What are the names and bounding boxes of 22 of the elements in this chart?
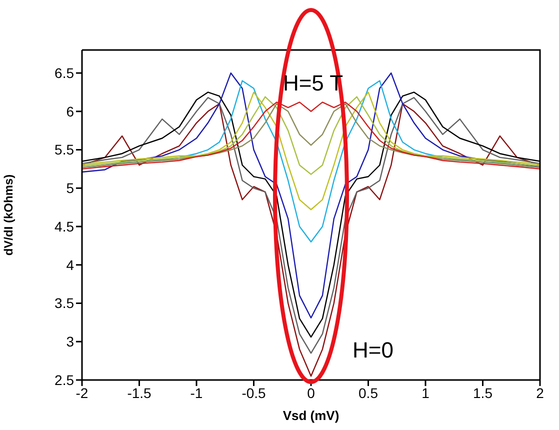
- x-tick-label: 2: [536, 384, 544, 401]
- y-tick-label: 5: [66, 180, 74, 196]
- x-tick-label: 0: [307, 384, 316, 401]
- y-tick-label: 6.5: [54, 64, 74, 81]
- x-tick-label: -2: [76, 384, 88, 401]
- y-tick-label: 3: [66, 334, 74, 350]
- x-tick-label: -0.5: [242, 384, 266, 401]
- y-tick-label: 2.5: [54, 372, 74, 388]
- x-tick-label: -1: [190, 384, 203, 401]
- x-tick-label: -1.5: [127, 384, 152, 401]
- y-tick-label: 5.5: [54, 142, 74, 158]
- x-tick-label: 1.5: [473, 384, 493, 401]
- y-tick-label: 3.5: [54, 295, 74, 312]
- x-tick-label: 0.5: [358, 384, 378, 401]
- x-tick-label: 1: [422, 384, 430, 401]
- y-tick-label: 4.5: [54, 218, 74, 234]
- line-series: [82, 92, 540, 210]
- x-axis-title: Vsd (mV): [282, 408, 340, 423]
- y-tick-label: 6: [66, 103, 74, 120]
- annotation: H=0: [352, 338, 394, 362]
- y-tick-label: 4: [66, 256, 74, 273]
- y-axis-title: dV/dI (kOhms): [1, 174, 16, 256]
